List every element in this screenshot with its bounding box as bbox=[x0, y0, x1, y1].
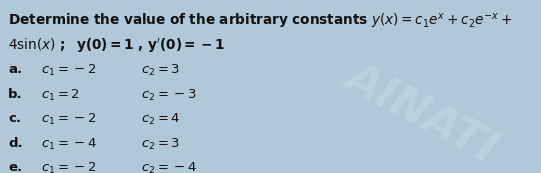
Text: $4\sin(x)$$\ \mathbf{;}\ $$\ \mathbf{y(0) = 1}\ \mathbf{,}\ \mathbf{y'(0) = -1}$: $4\sin(x)$$\ \mathbf{;}\ $$\ \mathbf{y(0… bbox=[8, 37, 226, 55]
Text: $c_2 = -3$: $c_2 = -3$ bbox=[141, 88, 196, 103]
Text: $c_1 = 2$: $c_1 = 2$ bbox=[41, 88, 80, 103]
Text: a.: a. bbox=[8, 63, 22, 76]
Text: $c_2 = 3$: $c_2 = 3$ bbox=[141, 137, 180, 152]
Text: $c_1 = -2$: $c_1 = -2$ bbox=[41, 161, 96, 173]
Text: AINATI: AINATI bbox=[339, 55, 505, 170]
Text: $c_2 = 4$: $c_2 = 4$ bbox=[141, 112, 180, 127]
Text: c.: c. bbox=[8, 112, 21, 125]
Text: $c_1 = -2$: $c_1 = -2$ bbox=[41, 112, 96, 127]
Text: $c_1 = -2$: $c_1 = -2$ bbox=[41, 63, 96, 78]
Text: d.: d. bbox=[8, 137, 23, 150]
Text: e.: e. bbox=[8, 161, 22, 173]
Text: $c_2 = 3$: $c_2 = 3$ bbox=[141, 63, 180, 78]
Text: $c_1 = -4$: $c_1 = -4$ bbox=[41, 137, 96, 152]
Text: $c_2 = -4$: $c_2 = -4$ bbox=[141, 161, 196, 173]
Text: $\mathbf{Determine\ the\ value\ of\ the\ arbitrary\ constants\ }$$y(x) = c_1e^{x: $\mathbf{Determine\ the\ value\ of\ the\… bbox=[8, 12, 512, 31]
Text: b.: b. bbox=[8, 88, 23, 101]
